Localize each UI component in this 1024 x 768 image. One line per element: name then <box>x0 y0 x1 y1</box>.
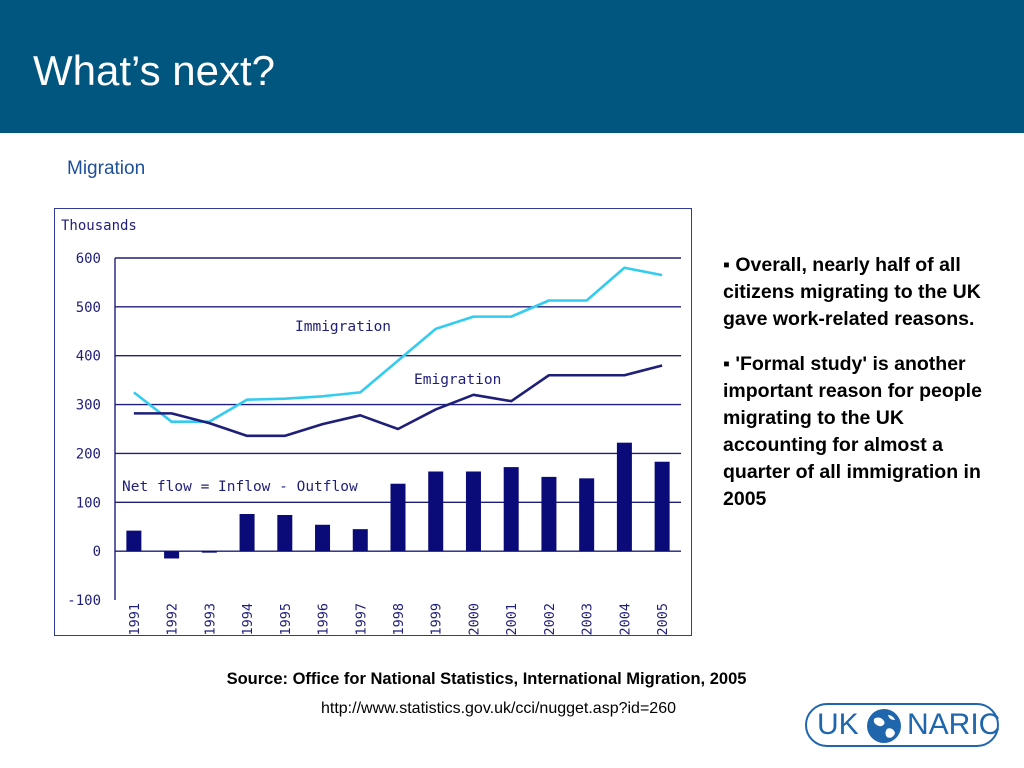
x-tick-label: 2005 <box>655 603 671 635</box>
net-flow-bar <box>616 442 632 552</box>
chart-subtitle: Migration <box>67 158 146 179</box>
net-flow-bar <box>465 471 481 552</box>
chart-container: Thousands -100 0 100 200 300 400 500 600 Immigrat… <box>54 208 692 636</box>
x-tick-label: 1995 <box>278 603 294 635</box>
source-link[interactable]: http://www.statistics.gov.uk/cci/nugget.… <box>320 700 676 717</box>
x-tick-label: 2001 <box>504 603 520 635</box>
source-note: Source: Office for National Statistics, … <box>226 670 747 688</box>
y-tick-label: 200 <box>76 446 101 462</box>
x-tick-label: 1992 <box>165 603 181 635</box>
uk-naric-logo: UK NARIC <box>805 703 1001 747</box>
globe-icon <box>867 709 901 743</box>
y-tick-label: 300 <box>76 398 101 414</box>
y-tick-label: 600 <box>76 251 101 267</box>
x-tick-label: 1998 <box>391 603 407 635</box>
net-flow-bar <box>315 524 331 552</box>
net-flow-bar <box>239 514 255 552</box>
net-flow-bar <box>428 471 444 552</box>
net-flow-bar <box>541 476 557 552</box>
x-tick-label: 2002 <box>542 603 558 635</box>
x-tick-label: 2003 <box>580 603 596 635</box>
series-label: Emigration <box>414 372 501 388</box>
bullet-item: ▪ 'Formal study' is another important re… <box>723 353 982 510</box>
net-flow-bar <box>654 461 670 552</box>
y-tick-label: 100 <box>76 495 101 511</box>
net-flow-bar <box>126 530 142 552</box>
y-axis-label: Thousands <box>61 218 137 234</box>
net-flow-bar <box>352 529 368 552</box>
migration-chart: Thousands -100 0 100 200 300 400 500 600 Immigrat… <box>61 218 681 635</box>
net-flow-bar <box>390 483 406 552</box>
title-bar: What’s next? <box>0 0 1024 133</box>
net-flow-bar <box>164 551 180 559</box>
x-tick-label: 1996 <box>316 603 332 635</box>
x-tick-label: 1991 <box>127 603 143 635</box>
bullet-list: ▪ Overall, nearly half of all citizens m… <box>723 252 993 531</box>
y-tick-label: 500 <box>76 300 101 316</box>
page-title: What’s next? <box>33 47 276 94</box>
x-tick-label: 2000 <box>466 603 482 635</box>
emigration-line <box>133 364 663 438</box>
net-flow-bar <box>503 467 519 552</box>
net-flow-bar <box>201 551 217 553</box>
net-flow-bar <box>579 478 595 552</box>
y-tick-label: 0 <box>93 544 101 560</box>
logo-text-right: NARIC <box>907 708 1001 741</box>
y-tick-label: -100 <box>67 593 101 609</box>
series-label: Immigration <box>295 319 391 335</box>
x-tick-label: 1994 <box>240 603 256 635</box>
x-tick-label: 1993 <box>202 603 218 635</box>
x-tick-label: 2004 <box>617 603 633 635</box>
x-tick-label: 1997 <box>353 603 369 635</box>
series-label: Net flow = Inflow - Outflow <box>122 479 358 495</box>
x-tick-label: 1999 <box>429 603 445 635</box>
y-tick-label: 400 <box>76 349 101 365</box>
bullet-item: ▪ Overall, nearly half of all citizens m… <box>723 254 981 330</box>
net-flow-bar <box>277 514 293 552</box>
logo-text-left: UK <box>817 708 859 741</box>
immigration-line <box>133 266 663 423</box>
